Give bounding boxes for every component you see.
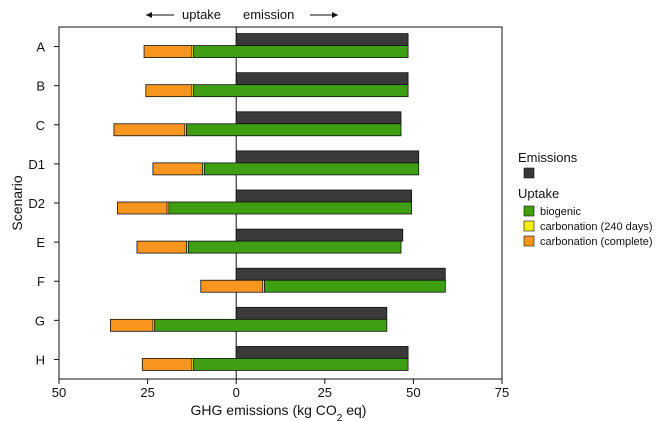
y-tick-label-F: F: [37, 274, 45, 289]
y-tick-label-C: C: [36, 118, 45, 133]
emission-bar-D2: [235, 189, 413, 203]
biogenic-bar-D1: [203, 162, 420, 176]
carbonation-complete-bar-E: [136, 240, 187, 254]
y-tick-label-B: B: [36, 79, 45, 94]
biogenic-bar-B: [193, 84, 409, 98]
y-tick-label-D2: D2: [28, 196, 45, 211]
carbonation-complete-bar-H: [141, 358, 193, 371]
carbonation-complete-bar-A: [143, 45, 193, 58]
x-tick-label-1: 25: [140, 385, 154, 400]
plot-area: [109, 27, 446, 379]
emission-bar-A: [235, 33, 409, 46]
emission-bar-B: [235, 72, 409, 86]
biogenic-bar-D2: [168, 201, 413, 215]
carbonation-complete-bar-D1: [152, 162, 203, 176]
x-tick-label-0: 50: [52, 385, 66, 400]
emission-bar-E: [235, 228, 404, 242]
legend-label-carbcomplete: carbonation (complete): [540, 236, 653, 248]
uptake-label: uptake: [182, 7, 221, 22]
emission-bar-F: [235, 267, 446, 281]
legend-swatch-carbcomplete: [523, 235, 535, 247]
carbonation-complete-bar-F: [200, 279, 264, 293]
x-tick-label-2: 0: [233, 385, 240, 400]
legend: Emissions Uptake biogenic carbonation (240 …: [518, 150, 653, 248]
biogenic-bar-H: [193, 358, 409, 371]
biogenic-bar-G: [154, 318, 388, 332]
legend-swatch-emissions: [523, 167, 535, 179]
biogenic-bar-C: [186, 123, 402, 137]
legend-uptake-heading: Uptake: [518, 186, 559, 201]
y-tick-label-D1: D1: [28, 157, 45, 172]
legend-swatch-carb240: [523, 220, 535, 232]
y-tick-label-A: A: [36, 40, 45, 55]
emission-bar-D1: [235, 150, 420, 164]
x-axis-title: GHG emissions (kg CO2 eq): [191, 402, 367, 421]
x-tick-label-5: 75: [495, 385, 509, 400]
y-axis-title: Scenario: [9, 175, 25, 230]
emission-bar-H: [235, 346, 409, 359]
biogenic-bar-E: [187, 240, 402, 254]
uptake-arrow-head: [146, 12, 152, 18]
carbonation-complete-bar-G: [109, 318, 154, 332]
carbonation-complete-bar-B: [145, 84, 193, 98]
emission-bar-C: [235, 111, 402, 125]
legend-label-carb240: carbonation (240 days): [540, 221, 653, 233]
y-tick-label-G: G: [35, 313, 45, 328]
legend-emissions-heading: Emissions: [518, 150, 578, 165]
emission-label: emission: [243, 7, 294, 22]
carbonation-complete-bar-D2: [117, 201, 168, 215]
emission-bar-G: [235, 306, 388, 320]
x-tick-label-4: 50: [406, 385, 420, 400]
legend-label-biogenic: biogenic: [540, 206, 581, 218]
y-tick-label-E: E: [36, 235, 45, 250]
x-tick-label-3: 25: [318, 385, 332, 400]
biogenic-bar-A: [193, 45, 409, 58]
biogenic-bar-F: [264, 279, 446, 293]
y-tick-label-H: H: [36, 352, 45, 367]
carbonation-complete-bar-C: [113, 123, 186, 137]
legend-swatch-biogenic: [523, 205, 535, 217]
axes: A B C D1 D2 E F G H 50 25 0 25 50 75 GHG emissions (kg …: [9, 7, 509, 421]
emission-arrow-head: [332, 12, 338, 18]
